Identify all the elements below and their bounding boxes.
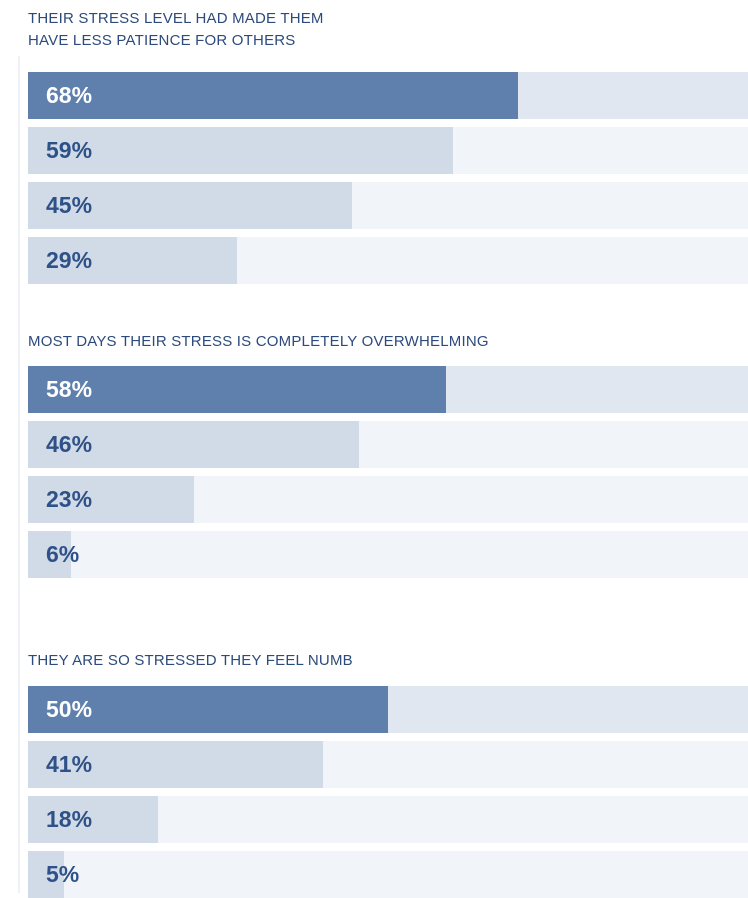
bar-row: 41% [28,741,748,788]
bar-row: 23% [28,476,748,523]
bar [28,237,237,284]
chart-title-overwhelming: MOST DAYS THEIR STRESS IS COMPLETELY OVE… [28,333,489,350]
bar [28,476,194,523]
bar-row: 5% [28,851,748,898]
bar [28,741,324,788]
bar [28,182,352,229]
bar-row: 6% [28,531,748,578]
bar [28,366,446,413]
bar-value-label: 45% [46,192,93,218]
bar-value-label: 5% [46,861,80,887]
bar-value-label: 29% [46,247,93,273]
bar-value-label: 68% [46,82,93,108]
bar-row: 68% [28,72,748,119]
left-rule [18,56,20,893]
chart-title-patience: THEIR STRESS LEVEL HAD MADE THEM HAVE LE… [28,10,324,49]
bar-value-label: 50% [46,696,93,722]
bar-row: 58% [28,366,748,413]
bar-value-label: 6% [46,541,80,567]
bar-value-label: 23% [46,486,93,512]
bar-row: 45% [28,182,748,229]
bar [28,127,453,174]
bar-row: 50% [28,686,748,733]
bar-value-label: 18% [46,806,93,832]
bar [28,851,64,898]
bar-row: 18% [28,796,748,843]
chart-title-numb: THEY ARE SO STRESSED THEY FEEL NUMB [28,652,353,669]
bar-value-label: 58% [46,376,93,402]
bar [28,796,158,843]
bar-value-label: 46% [46,431,93,457]
bar [28,72,518,119]
bar-row: 59% [28,127,748,174]
bar-value-label: 41% [46,751,93,777]
bar-value-label: 59% [46,137,93,163]
bar [28,421,360,468]
bar-row: 29% [28,237,748,284]
bar [28,531,72,578]
bar [28,686,388,733]
bar-row: 46% [28,421,748,468]
